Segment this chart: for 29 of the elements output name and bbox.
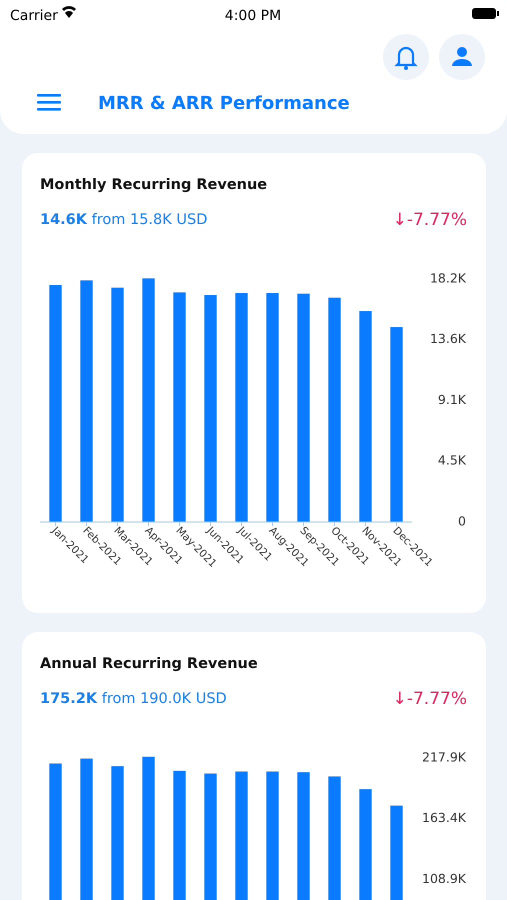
bar [266, 293, 279, 522]
text: Carrier [10, 8, 58, 24]
bar [49, 285, 62, 522]
bar [80, 280, 93, 522]
bar [390, 327, 403, 522]
y-tick-label: 13.6K [430, 331, 467, 346]
chart-title: Annual Recurring Revenue [40, 656, 258, 672]
y-tick-label: 163.4K [422, 810, 467, 826]
y-tick-label: 108.9K [422, 870, 467, 886]
bar [111, 288, 124, 522]
bar [328, 298, 341, 522]
bar [235, 293, 248, 522]
bar [204, 295, 217, 522]
chart-subtitle: 175.2K from 190.0K USD [40, 691, 227, 707]
y-tick-label: 18.2K [430, 270, 467, 286]
text: ↓-7.77% [392, 210, 467, 230]
chart-subtitle: 14.6K from 15.8K USD [40, 212, 208, 228]
y-tick-label: 4.5K [438, 452, 467, 468]
text: 4:00 PM [224, 8, 282, 24]
bar [173, 292, 186, 522]
y-tick-label: 9.1K [438, 392, 467, 407]
y-tick-label: 217.9K [422, 749, 467, 764]
bar [297, 294, 310, 522]
bar [359, 311, 372, 522]
y-tick-label: 0 [458, 513, 466, 528]
bar [142, 278, 155, 522]
chart-title: Monthly Recurring Revenue [40, 177, 268, 193]
text: MRR & ARR Performance [98, 93, 350, 114]
text: ↓-7.77% [392, 689, 467, 709]
